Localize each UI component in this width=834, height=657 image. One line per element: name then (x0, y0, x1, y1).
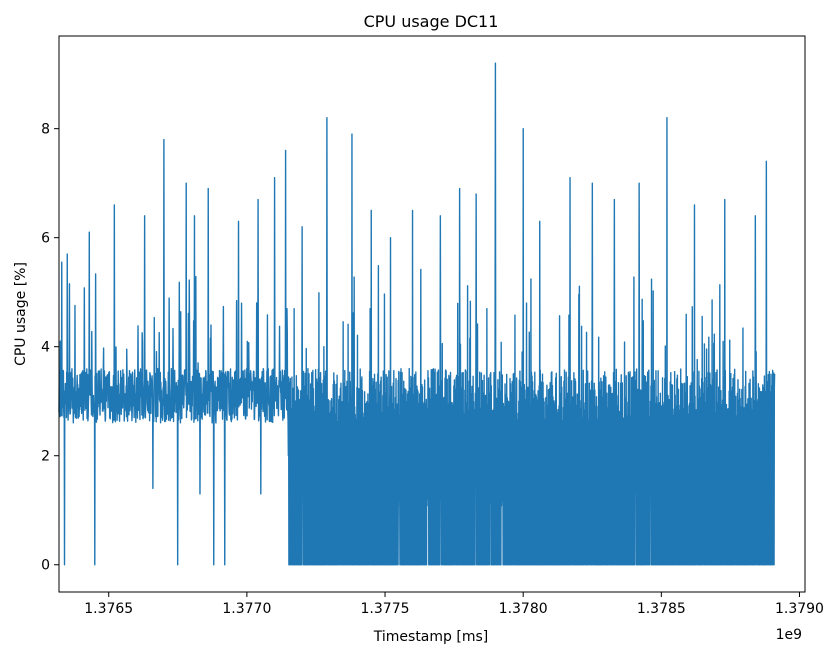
cpu-usage-series-line (58, 62, 776, 566)
chart-title: CPU usage DC11 (364, 12, 499, 31)
x-axis-ticks: 1.3765 1.3770 1.3775 1.3780 1.3785 1.3790 (84, 592, 824, 617)
x-tick-label: 1.3780 (499, 601, 548, 617)
y-tick-label: 8 (41, 122, 50, 138)
y-tick-label: 0 (41, 558, 50, 574)
y-tick-label: 6 (41, 231, 50, 247)
y-tick-label: 2 (41, 449, 50, 465)
x-tick-label: 1.3790 (775, 601, 824, 617)
x-tick-label: 1.3770 (222, 601, 271, 617)
x-axis-label: Timestamp [ms] (373, 629, 488, 645)
x-tick-label: 1.3765 (84, 601, 133, 617)
y-axis-label: CPU usage [%] (13, 262, 29, 366)
plot-area (58, 62, 776, 566)
x-tick-label: 1.3785 (637, 601, 686, 617)
y-axis-ticks: 0 2 4 6 8 (41, 122, 59, 574)
x-tick-label: 1.3775 (361, 601, 410, 617)
y-tick-label: 4 (41, 340, 50, 356)
x-axis-offset-label: 1e9 (776, 627, 802, 643)
axes-frame (58, 35, 806, 593)
